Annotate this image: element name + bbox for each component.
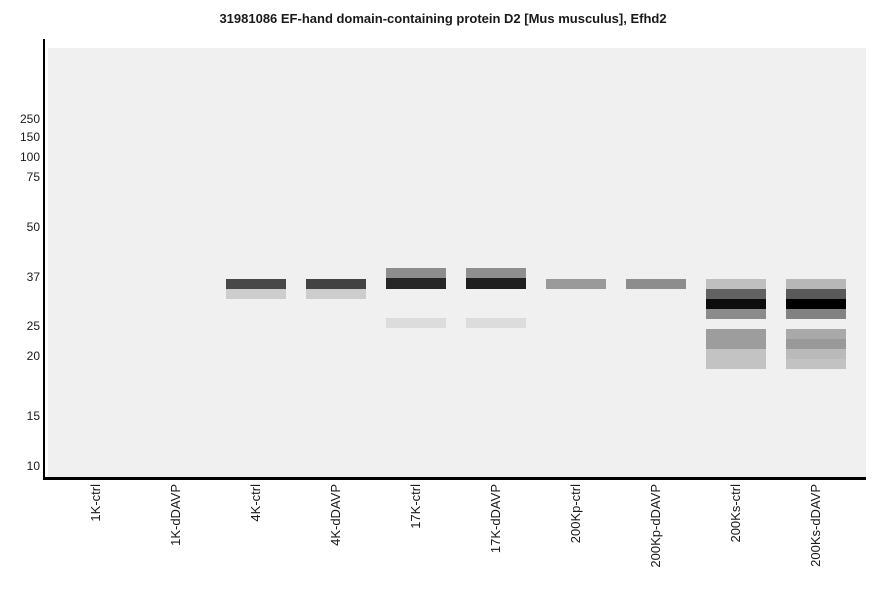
lane-label-17K-ctrl: 17K-ctrl: [408, 484, 423, 529]
lane-label-17K-dDAVP: 17K-dDAVP: [488, 484, 503, 554]
gel-band-200Ks-dDAVP-24kda: [786, 329, 846, 339]
gel-band-200Kp-dDAVP-35kda: [626, 279, 686, 289]
lane-label-4K-dDAVP: 4K-dDAVP: [328, 484, 343, 546]
mw-marker-label-15: 15: [26, 409, 40, 423]
y-axis-line: [43, 39, 45, 480]
gel-band-200Ks-dDAVP-22kda: [786, 339, 846, 349]
gel-band-17K-ctrl-35kda: [386, 278, 446, 289]
lane-label-200Kp-ctrl: 200Kp-ctrl: [568, 484, 583, 544]
gel-band-200Ks-ctrl-32kda: [706, 289, 766, 299]
gel-band-4K-ctrl-35kda: [226, 279, 286, 289]
mw-marker-label-250: 250: [19, 112, 40, 126]
lane-label-4K-ctrl: 4K-ctrl: [248, 484, 263, 522]
gel-band-200Ks-ctrl-35kda: [706, 279, 766, 289]
gel-band-200Ks-dDAVP-35kda: [786, 279, 846, 289]
gel-band-200Kp-ctrl-35kda: [546, 279, 606, 289]
gel-band-200Ks-dDAVP-20kda: [786, 349, 846, 359]
lane-label-1K-ctrl: 1K-ctrl: [88, 484, 103, 522]
gel-band-17K-ctrl-38kda: [386, 268, 446, 278]
gel-band-17K-dDAVP-26kda: [466, 318, 526, 328]
x-axis-line: [43, 477, 866, 480]
mw-marker-label-150: 150: [19, 130, 40, 144]
mw-marker-label-50: 50: [26, 220, 40, 234]
gel-band-200Ks-ctrl-23kda: [706, 329, 766, 349]
mw-marker-label-10: 10: [26, 459, 40, 473]
gel-band-200Ks-dDAVP-28kda: [786, 309, 846, 319]
gel-band-17K-ctrl-26kda: [386, 318, 446, 328]
mw-marker-label-100: 100: [19, 150, 40, 164]
figure-title: 31981086 EF-hand domain-containing prote…: [219, 11, 667, 26]
lane-label-200Kp-dDAVP: 200Kp-dDAVP: [648, 484, 663, 568]
lane-label-1K-dDAVP: 1K-dDAVP: [168, 484, 183, 546]
gel-band-200Ks-ctrl-20kda: [706, 349, 766, 369]
gel-plot-area: [48, 48, 866, 477]
mw-marker-label-25: 25: [26, 319, 40, 333]
mw-marker-label-75: 75: [26, 170, 40, 184]
gel-band-200Ks-ctrl-30kda: [706, 299, 766, 309]
gel-band-200Ks-dDAVP-19kda: [786, 359, 846, 369]
gel-band-200Ks-dDAVP-30kda: [786, 299, 846, 309]
gel-band-200Ks-dDAVP-32kda: [786, 289, 846, 299]
gel-band-17K-dDAVP-38kda: [466, 268, 526, 278]
gel-band-4K-ctrl-32kda: [226, 289, 286, 299]
lane-label-200Ks-ctrl: 200Ks-ctrl: [728, 484, 743, 543]
gel-band-17K-dDAVP-35kda: [466, 278, 526, 289]
gel-band-4K-dDAVP-32kda: [306, 289, 366, 299]
mw-marker-label-20: 20: [26, 349, 40, 363]
lane-label-200Ks-dDAVP: 200Ks-dDAVP: [808, 484, 823, 567]
gel-band-4K-dDAVP-35kda: [306, 279, 366, 289]
gel-band-200Ks-ctrl-28kda: [706, 309, 766, 319]
mw-marker-label-37: 37: [26, 270, 40, 284]
